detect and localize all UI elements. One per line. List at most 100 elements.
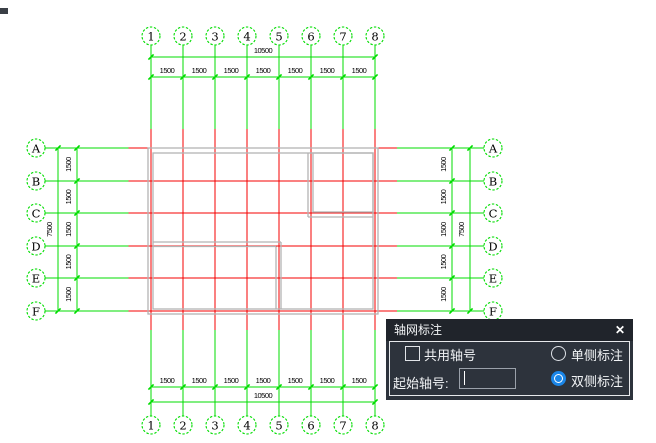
dimension-tick <box>307 73 315 81</box>
dimension-tick <box>179 73 187 81</box>
axis-letter-left-label: C <box>32 207 41 221</box>
dimension-tick <box>448 307 456 315</box>
text-caret <box>464 371 465 385</box>
dimension-label: 1500 <box>256 376 271 385</box>
axis-number-bottom-label: 3 <box>211 419 218 433</box>
axis-number-bottom-bubble <box>269 415 289 435</box>
start-axis-number-label: 起始轴号: <box>393 376 449 391</box>
dimension-label: 1500 <box>439 222 448 237</box>
single-side-annotation-radio[interactable] <box>551 346 566 361</box>
dimension-tick <box>243 73 251 81</box>
axis-letter-right-bubble <box>483 203 503 223</box>
dimension-tick <box>466 144 474 152</box>
dimension-tick <box>147 73 155 81</box>
dimension-label: 1500 <box>288 376 303 385</box>
dimension-label: 1500 <box>439 189 448 204</box>
axis-letter-right-label: D <box>488 240 497 254</box>
axis-letter-left-bubble <box>26 301 46 321</box>
axis-letter-left-bubble <box>26 236 46 256</box>
axis-letter-right-bubble <box>483 268 503 288</box>
axis-letter-right-bubble <box>483 171 503 191</box>
dimension-tick <box>275 73 283 81</box>
axis-number-bottom-label: 5 <box>275 419 282 433</box>
axis-number-bottom-bubble <box>301 415 321 435</box>
dimension-label: 1500 <box>352 376 367 385</box>
axis-number-bottom-bubble <box>333 415 353 435</box>
dimension-label: 1500 <box>320 66 335 75</box>
shared-axis-number-checkbox[interactable] <box>405 346 420 361</box>
axis-number-bottom-bubble <box>141 415 161 435</box>
dimension-tick <box>448 144 456 152</box>
dimension-label: 1500 <box>64 189 73 204</box>
dimension-tick <box>211 383 219 391</box>
double-side-annotation-radio[interactable] <box>551 371 566 386</box>
dimension-label-total: 10500 <box>254 391 273 400</box>
axis-letter-left-label: B <box>32 175 40 189</box>
dimension-tick <box>339 383 347 391</box>
axis-number-top-label: 6 <box>307 30 314 44</box>
axis-letter-right-label: A <box>488 142 498 156</box>
axis-number-top-bubble <box>237 26 257 46</box>
axis-number-top-bubble <box>205 26 225 46</box>
dimension-tick <box>371 383 379 391</box>
dimension-label: 1500 <box>224 376 239 385</box>
axis-letter-left-bubble <box>26 138 46 158</box>
dimension-tick <box>147 398 155 406</box>
single-side-annotation-label: 单侧标注 <box>571 348 624 363</box>
dimension-tick <box>448 209 456 217</box>
dialog-titlebar[interactable]: 轴网标注 ✕ <box>386 319 633 341</box>
dimension-label-total: 7500 <box>457 222 466 237</box>
dimension-tick <box>73 242 81 250</box>
axis-number-bottom-bubble <box>237 415 257 435</box>
axis-letter-right-label: C <box>489 207 498 221</box>
dimension-label: 1500 <box>64 254 73 269</box>
axis-number-bottom-label: 6 <box>307 419 314 433</box>
axis-number-top-label: 1 <box>147 30 154 44</box>
axis-number-bottom-bubble <box>365 415 385 435</box>
dimension-tick <box>339 73 347 81</box>
dimension-tick <box>371 73 379 81</box>
dimension-label: 1500 <box>192 66 207 75</box>
axis-letter-left-label: A <box>31 142 41 156</box>
double-side-annotation-label: 双侧标注 <box>571 374 624 389</box>
axis-number-bottom-bubble <box>173 415 193 435</box>
wall-room-top-right <box>312 152 374 213</box>
axis-number-top-bubble <box>333 26 353 46</box>
axis-letter-left-bubble <box>26 203 46 223</box>
axis-number-top-bubble <box>301 26 321 46</box>
axis-number-top-bubble <box>141 26 161 46</box>
dimension-label: 1500 <box>352 66 367 75</box>
dimension-tick <box>243 383 251 391</box>
dimension-tick <box>73 209 81 217</box>
dimension-tick <box>73 144 81 152</box>
dimension-tick <box>73 274 81 282</box>
axis-number-top-label: 7 <box>339 30 346 44</box>
dimension-label-total: 7500 <box>45 222 54 237</box>
dimension-tick <box>307 383 315 391</box>
axis-number-top-label: 2 <box>179 30 186 44</box>
axis-number-bottom-label: 8 <box>371 419 378 433</box>
dimension-label: 1500 <box>439 287 448 302</box>
dimension-tick <box>211 73 219 81</box>
dimension-label: 1500 <box>160 66 175 75</box>
axis-number-top-label: 4 <box>243 30 250 44</box>
axis-number-bottom-label: 4 <box>243 419 250 433</box>
close-icon[interactable]: ✕ <box>614 323 625 337</box>
dimension-label: 1500 <box>439 157 448 172</box>
dimension-tick <box>73 307 81 315</box>
dimension-label: 1500 <box>224 66 239 75</box>
start-axis-number-input[interactable] <box>459 368 516 389</box>
axis-number-top-bubble <box>365 26 385 46</box>
axis-letter-left-bubble <box>26 268 46 288</box>
dimension-tick <box>179 383 187 391</box>
dimension-tick <box>54 144 62 152</box>
shared-axis-number-label: 共用轴号 <box>424 348 477 363</box>
dialog-title: 轴网标注 <box>394 323 443 337</box>
dimension-tick <box>147 53 155 61</box>
dimension-label: 1500 <box>288 66 303 75</box>
axis-number-bottom-bubble <box>205 415 225 435</box>
axis-number-bottom-label: 2 <box>179 419 186 433</box>
axis-number-bottom-label: 1 <box>147 419 154 433</box>
axis-letter-right-bubble <box>483 236 503 256</box>
